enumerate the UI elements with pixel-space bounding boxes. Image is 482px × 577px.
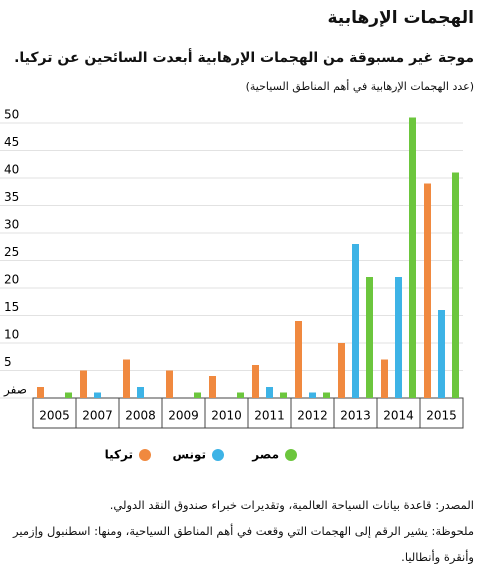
x-tick-label: 2011 bbox=[254, 409, 285, 423]
legend-marker bbox=[285, 449, 297, 461]
x-tick-label: 2014 bbox=[383, 409, 414, 423]
x-tick-label: 2013 bbox=[340, 409, 371, 423]
bar bbox=[338, 343, 345, 398]
chart-title: الهجمات الإرهابية bbox=[327, 8, 474, 28]
bar bbox=[323, 392, 330, 398]
bar bbox=[166, 370, 173, 398]
x-tick-label: 2010 bbox=[211, 409, 242, 423]
y-tick-label: 5 bbox=[4, 355, 12, 369]
bar bbox=[266, 387, 273, 398]
chart: صفر 5 10 15 20 25 30 35 40 45 50 2005 2007 2008 2009 20… bbox=[0, 108, 464, 463]
bar bbox=[366, 277, 373, 398]
x-tick-label: 2007 bbox=[82, 409, 113, 423]
bar bbox=[309, 392, 316, 398]
bar bbox=[381, 359, 388, 398]
bar bbox=[123, 359, 130, 398]
chart-subtitle: موجة غير مسبوقة من الهجمات الإرهابية أبع… bbox=[14, 50, 474, 66]
source-note: المصدر: قاعدة بيانات السياحة العالمية، و… bbox=[109, 498, 474, 512]
y-tick-label: 30 bbox=[4, 218, 19, 232]
notes: المصدر: قاعدة بيانات السياحة العالمية، و… bbox=[4, 492, 474, 570]
bar bbox=[452, 172, 459, 398]
x-tick-label: 2015 bbox=[426, 409, 457, 423]
x-tick-label: 2005 bbox=[39, 409, 70, 423]
y-tick-label: 10 bbox=[4, 328, 19, 342]
y-tick-label: 15 bbox=[4, 300, 19, 314]
y-tick-label: صفر bbox=[3, 383, 27, 398]
bar bbox=[352, 244, 359, 398]
bar bbox=[209, 376, 216, 398]
bar bbox=[395, 277, 402, 398]
x-tick-label: 2008 bbox=[125, 409, 156, 423]
bar bbox=[409, 117, 416, 398]
x-tick-label: 2012 bbox=[297, 409, 328, 423]
y-tick-label: 25 bbox=[4, 245, 19, 259]
bar bbox=[280, 392, 287, 398]
y-tick-label: 35 bbox=[4, 190, 19, 204]
bar bbox=[252, 365, 259, 398]
bar bbox=[80, 370, 87, 398]
bar bbox=[137, 387, 144, 398]
y-tick-label: 45 bbox=[4, 135, 19, 149]
bar bbox=[37, 387, 44, 398]
legend-marker bbox=[139, 449, 151, 461]
y-tick-label: 50 bbox=[4, 108, 19, 122]
legend-label: تونس bbox=[173, 448, 207, 463]
legend-label: تركيا bbox=[105, 448, 133, 462]
bar bbox=[237, 392, 244, 398]
legend-marker bbox=[212, 449, 224, 461]
y-tick-label: 20 bbox=[4, 273, 19, 287]
bar bbox=[65, 392, 72, 398]
bar bbox=[295, 321, 302, 398]
y-axis-label: (عدد الهجمات الإرهابية في أهم المناطق ال… bbox=[245, 80, 474, 93]
legend-label: مصر bbox=[251, 448, 279, 462]
footnote: ملحوظة: يشير الرقم إلى الهجمات التي وقعت… bbox=[13, 524, 474, 564]
bar bbox=[424, 183, 431, 398]
y-tick-label: 40 bbox=[4, 163, 19, 177]
bar bbox=[194, 392, 201, 398]
bar bbox=[438, 310, 445, 398]
x-tick-label: 2009 bbox=[168, 409, 199, 423]
bar bbox=[94, 392, 101, 398]
